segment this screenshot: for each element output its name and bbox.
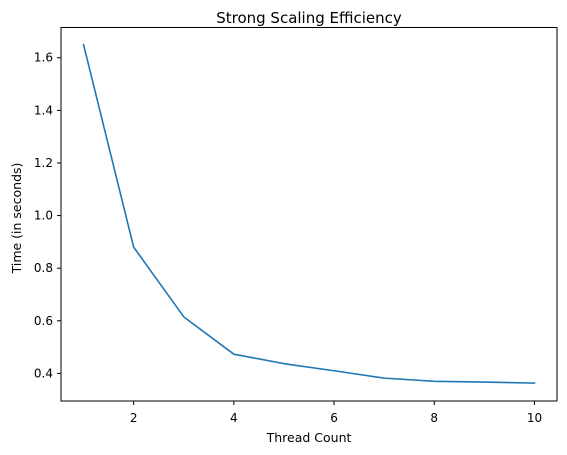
y-tick-label: 0.6 xyxy=(34,314,53,328)
y-tick-label: 0.4 xyxy=(34,366,53,380)
x-axis: 2 4 6 8 10 xyxy=(130,401,542,425)
x-tick-label: 6 xyxy=(330,411,338,425)
chart-title: Strong Scaling Efficiency xyxy=(216,9,402,27)
y-axis-label: Time (in seconds) xyxy=(9,163,24,275)
series-layer xyxy=(82,43,536,384)
x-axis-label: Thread Count xyxy=(266,430,352,445)
y-tick-label: 1.2 xyxy=(34,156,53,170)
x-tick-label: 10 xyxy=(527,411,542,425)
y-axis: 0.4 0.6 0.8 1.0 1.2 1.4 1.6 xyxy=(34,51,61,380)
series-line xyxy=(82,43,536,384)
plot-frame xyxy=(60,27,558,402)
y-tick-label: 1.0 xyxy=(34,209,53,223)
y-tick-label: 1.6 xyxy=(34,51,53,65)
x-tick-label: 4 xyxy=(230,411,238,425)
x-tick-label: 8 xyxy=(430,411,438,425)
x-tick-label: 2 xyxy=(130,411,138,425)
y-tick-label: 1.4 xyxy=(34,103,53,117)
y-tick-label: 0.8 xyxy=(34,261,53,275)
